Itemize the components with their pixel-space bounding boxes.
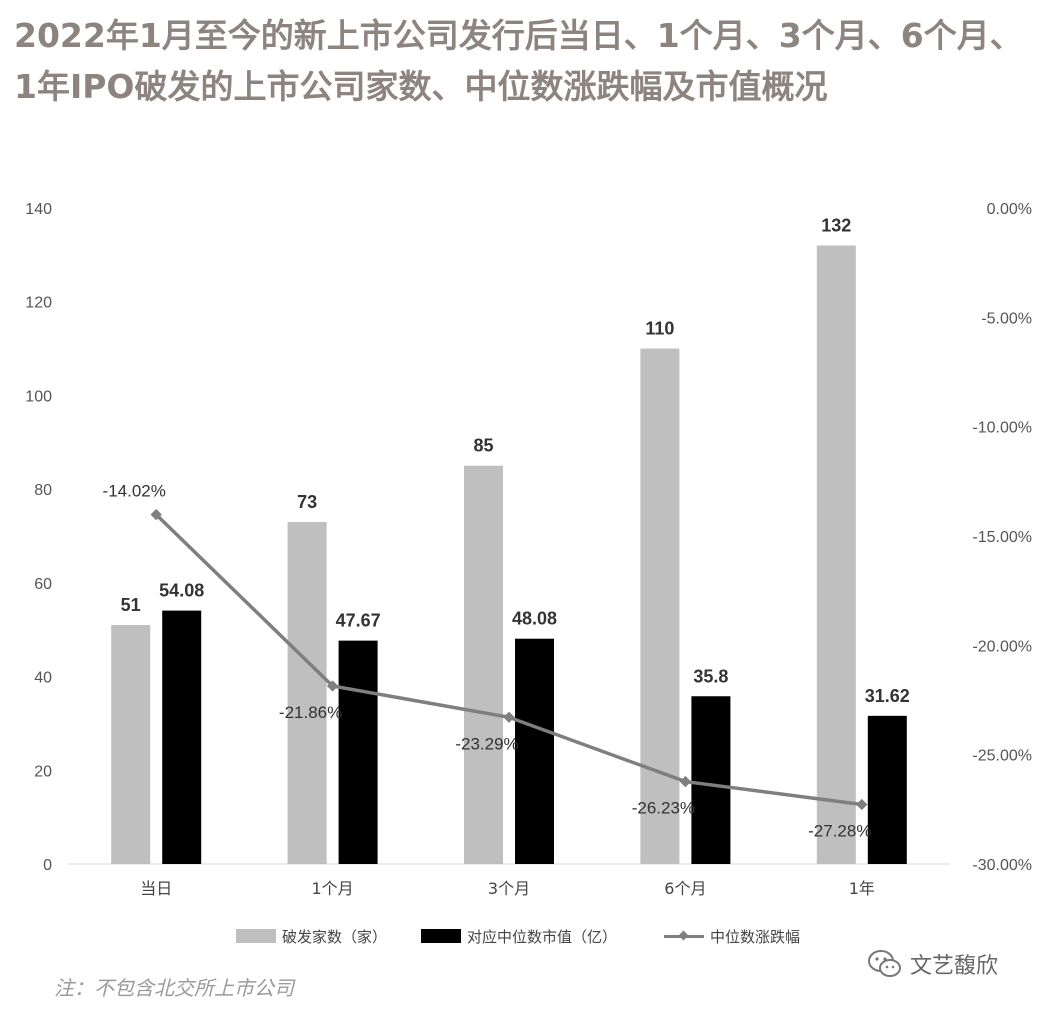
legend-label-series3: 中位数涨跌幅 bbox=[710, 927, 801, 946]
line-label-series3: -26.23% bbox=[632, 799, 695, 818]
line-marker-series3 bbox=[679, 775, 692, 788]
line-label-series3: -21.86% bbox=[279, 703, 342, 722]
bar-label-series1: 51 bbox=[121, 595, 141, 615]
y-right-tick-label: -15.00% bbox=[972, 529, 1032, 546]
bar-series2 bbox=[867, 715, 907, 864]
y-left-tick-label: 120 bbox=[25, 295, 52, 312]
bar-label-series1: 73 bbox=[297, 492, 317, 512]
y-left-tick-label: 60 bbox=[34, 576, 52, 593]
legend-label-series2: 对应中位数市值（亿） bbox=[467, 927, 618, 946]
bar-series1 bbox=[640, 348, 680, 865]
bar-label-series1: 132 bbox=[821, 215, 851, 235]
bar-label-series2: 35.8 bbox=[693, 666, 728, 686]
y-right-tick-label: -20.00% bbox=[972, 638, 1032, 655]
bar-label-series2: 48.08 bbox=[512, 609, 557, 629]
legend-label-series1: 破发家数（家） bbox=[282, 927, 388, 946]
bar-series2 bbox=[691, 696, 731, 864]
legend-item-series2: 对应中位数市值（亿） bbox=[421, 922, 617, 950]
line-label-series3: -27.28% bbox=[808, 822, 871, 841]
x-category-label: 1个月 bbox=[312, 879, 354, 898]
bar-label-series2: 31.62 bbox=[865, 686, 910, 706]
bar-series1 bbox=[816, 245, 856, 864]
line-label-series3: -14.02% bbox=[103, 482, 166, 501]
y-right-tick-label: -30.00% bbox=[972, 857, 1032, 874]
bar-label-series2: 47.67 bbox=[336, 611, 381, 631]
legend-swatch-series2 bbox=[421, 929, 461, 943]
line-marker-series3 bbox=[503, 711, 515, 723]
y-left-tick-label: 140 bbox=[25, 201, 52, 218]
x-category-label: 6个月 bbox=[664, 879, 706, 898]
chart-canvas: 0 20 40 60 80 100 120 140 0.00% -5.00% -10.00% -15.… bbox=[25, 201, 1032, 898]
brand-watermark: 文艺馥欣 bbox=[868, 948, 998, 980]
bar-label-series1: 85 bbox=[473, 436, 493, 456]
bar-series2 bbox=[162, 610, 202, 864]
bar-series2 bbox=[338, 640, 378, 864]
bar-series1 bbox=[111, 625, 151, 864]
x-category-label: 1年 bbox=[849, 879, 875, 898]
line-marker-series3 bbox=[150, 508, 162, 521]
chart-legend: 破发家数（家） 对应中位数市值（亿） 中位数涨跌幅 bbox=[0, 922, 1053, 950]
legend-swatch-series1 bbox=[236, 929, 276, 943]
bar-series2 bbox=[515, 638, 554, 864]
legend-line-series3 bbox=[664, 929, 704, 943]
wechat-icon bbox=[868, 950, 901, 977]
bar-label-series2: 54.08 bbox=[159, 581, 204, 601]
bar-series1 bbox=[464, 465, 503, 864]
x-category-label: 3个月 bbox=[488, 879, 530, 898]
brand-name: 文艺馥欣 bbox=[910, 954, 999, 979]
bar-label-series1: 110 bbox=[645, 319, 674, 339]
chart-title: 2022年1月至今的新上市公司发行后当日、1个月、3个月、6个月、1年IPO破发… bbox=[14, 16, 1023, 106]
footnote: 注：不包含北交所上市公司 bbox=[54, 976, 294, 1000]
y-right-tick-label: -25.00% bbox=[972, 748, 1032, 765]
legend-item-series1: 破发家数（家） bbox=[236, 922, 387, 950]
x-category-label: 当日 bbox=[140, 879, 172, 898]
y-left-tick-label: 0 bbox=[43, 857, 52, 874]
y-left-tick-label: 20 bbox=[34, 763, 52, 780]
y-left-tick-label: 100 bbox=[25, 388, 52, 405]
y-right-tick-label: -10.00% bbox=[972, 420, 1032, 437]
line-marker-series3 bbox=[856, 798, 868, 811]
line-label-series3: -23.29% bbox=[455, 734, 518, 753]
bar-series1 bbox=[287, 521, 327, 864]
line-series3 bbox=[154, 513, 863, 807]
y-left-tick-label: 80 bbox=[34, 482, 52, 499]
y-left-tick-label: 40 bbox=[34, 670, 52, 687]
line-marker-series3 bbox=[326, 680, 339, 692]
y-right-tick-label: 0.00% bbox=[987, 201, 1032, 218]
legend-item-series3: 中位数涨跌幅 bbox=[664, 922, 800, 950]
y-right-tick-label: -5.00% bbox=[981, 310, 1032, 327]
